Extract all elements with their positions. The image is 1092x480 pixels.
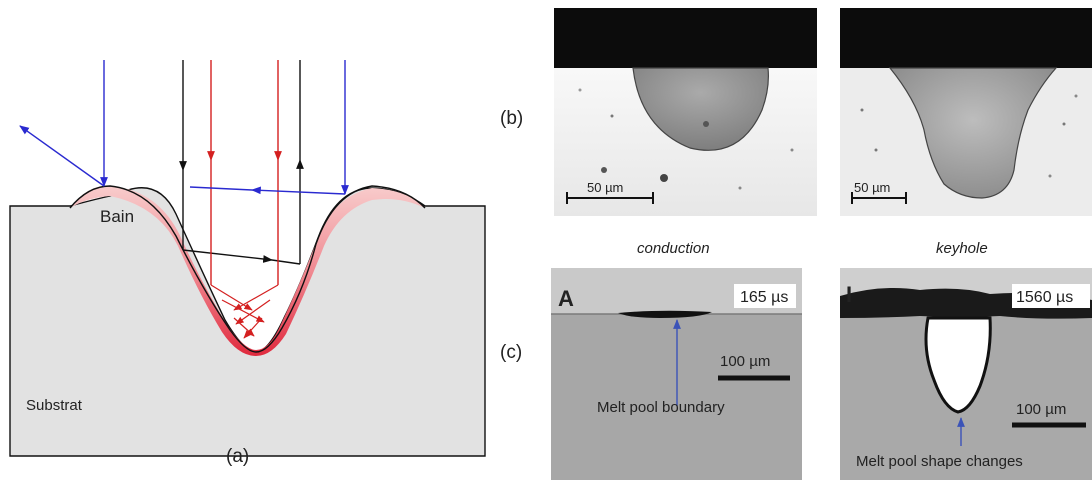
scale-label-b-right: 50 µm [854, 180, 890, 195]
time-label-right: 1560 µs [1016, 289, 1073, 306]
micrograph-conduction: 50 µm [554, 8, 817, 216]
scale-label-c-left: 100 µm [720, 353, 770, 370]
panel-b-caption: (b) [500, 108, 523, 129]
red-ray-bounce-6 [243, 317, 263, 339]
keyhole-xray [924, 316, 992, 414]
melt-pool-outer [69, 185, 426, 353]
mode-label-keyhole: keyhole [936, 240, 988, 257]
melt-pool-thin [618, 310, 712, 318]
frame-letter-right: I [846, 282, 852, 307]
red-ray-bounce-1 [210, 284, 253, 311]
annotation-left: Melt pool boundary [597, 399, 725, 416]
blue-ray-left-reflect [19, 125, 105, 187]
black-ray-cross-end [271, 259, 301, 265]
panel-a-caption: (a) [226, 446, 249, 467]
blue-ray-right-reflect [251, 186, 346, 195]
mode-label-conduction: conduction [637, 240, 710, 257]
substrat-label: Substrat [26, 397, 83, 414]
time-label-left: 165 µs [740, 289, 788, 306]
scale-label-b-left: 50 µm [587, 180, 623, 195]
black-ray-cross [182, 249, 273, 263]
scale-label-c-right: 100 µm [1016, 401, 1066, 418]
xray-frame-left: A 165 µs 100 µm Melt pool boundary [551, 268, 802, 480]
bain-label: Bain [100, 207, 134, 226]
conduction-pool [632, 67, 769, 151]
keyhole-pool [888, 67, 1058, 199]
micrograph-keyhole: 50 µm [840, 8, 1092, 216]
panel-c-caption: (c) [500, 342, 522, 363]
red-ray-bounce-3 [221, 299, 265, 323]
annotation-right: Melt pool shape changes [856, 453, 1023, 470]
red-ray-bounce-2 [233, 284, 279, 311]
xray-frame-right: I 1560 µs 100 µm Melt pool shape changes [840, 268, 1092, 480]
frame-letter-left: A [558, 286, 574, 311]
red-ray-bounce-4 [235, 299, 271, 325]
blue-ray-right-reflect-end [189, 186, 253, 191]
panel-a-schematic: Bain Substrat (a) [9, 60, 486, 467]
